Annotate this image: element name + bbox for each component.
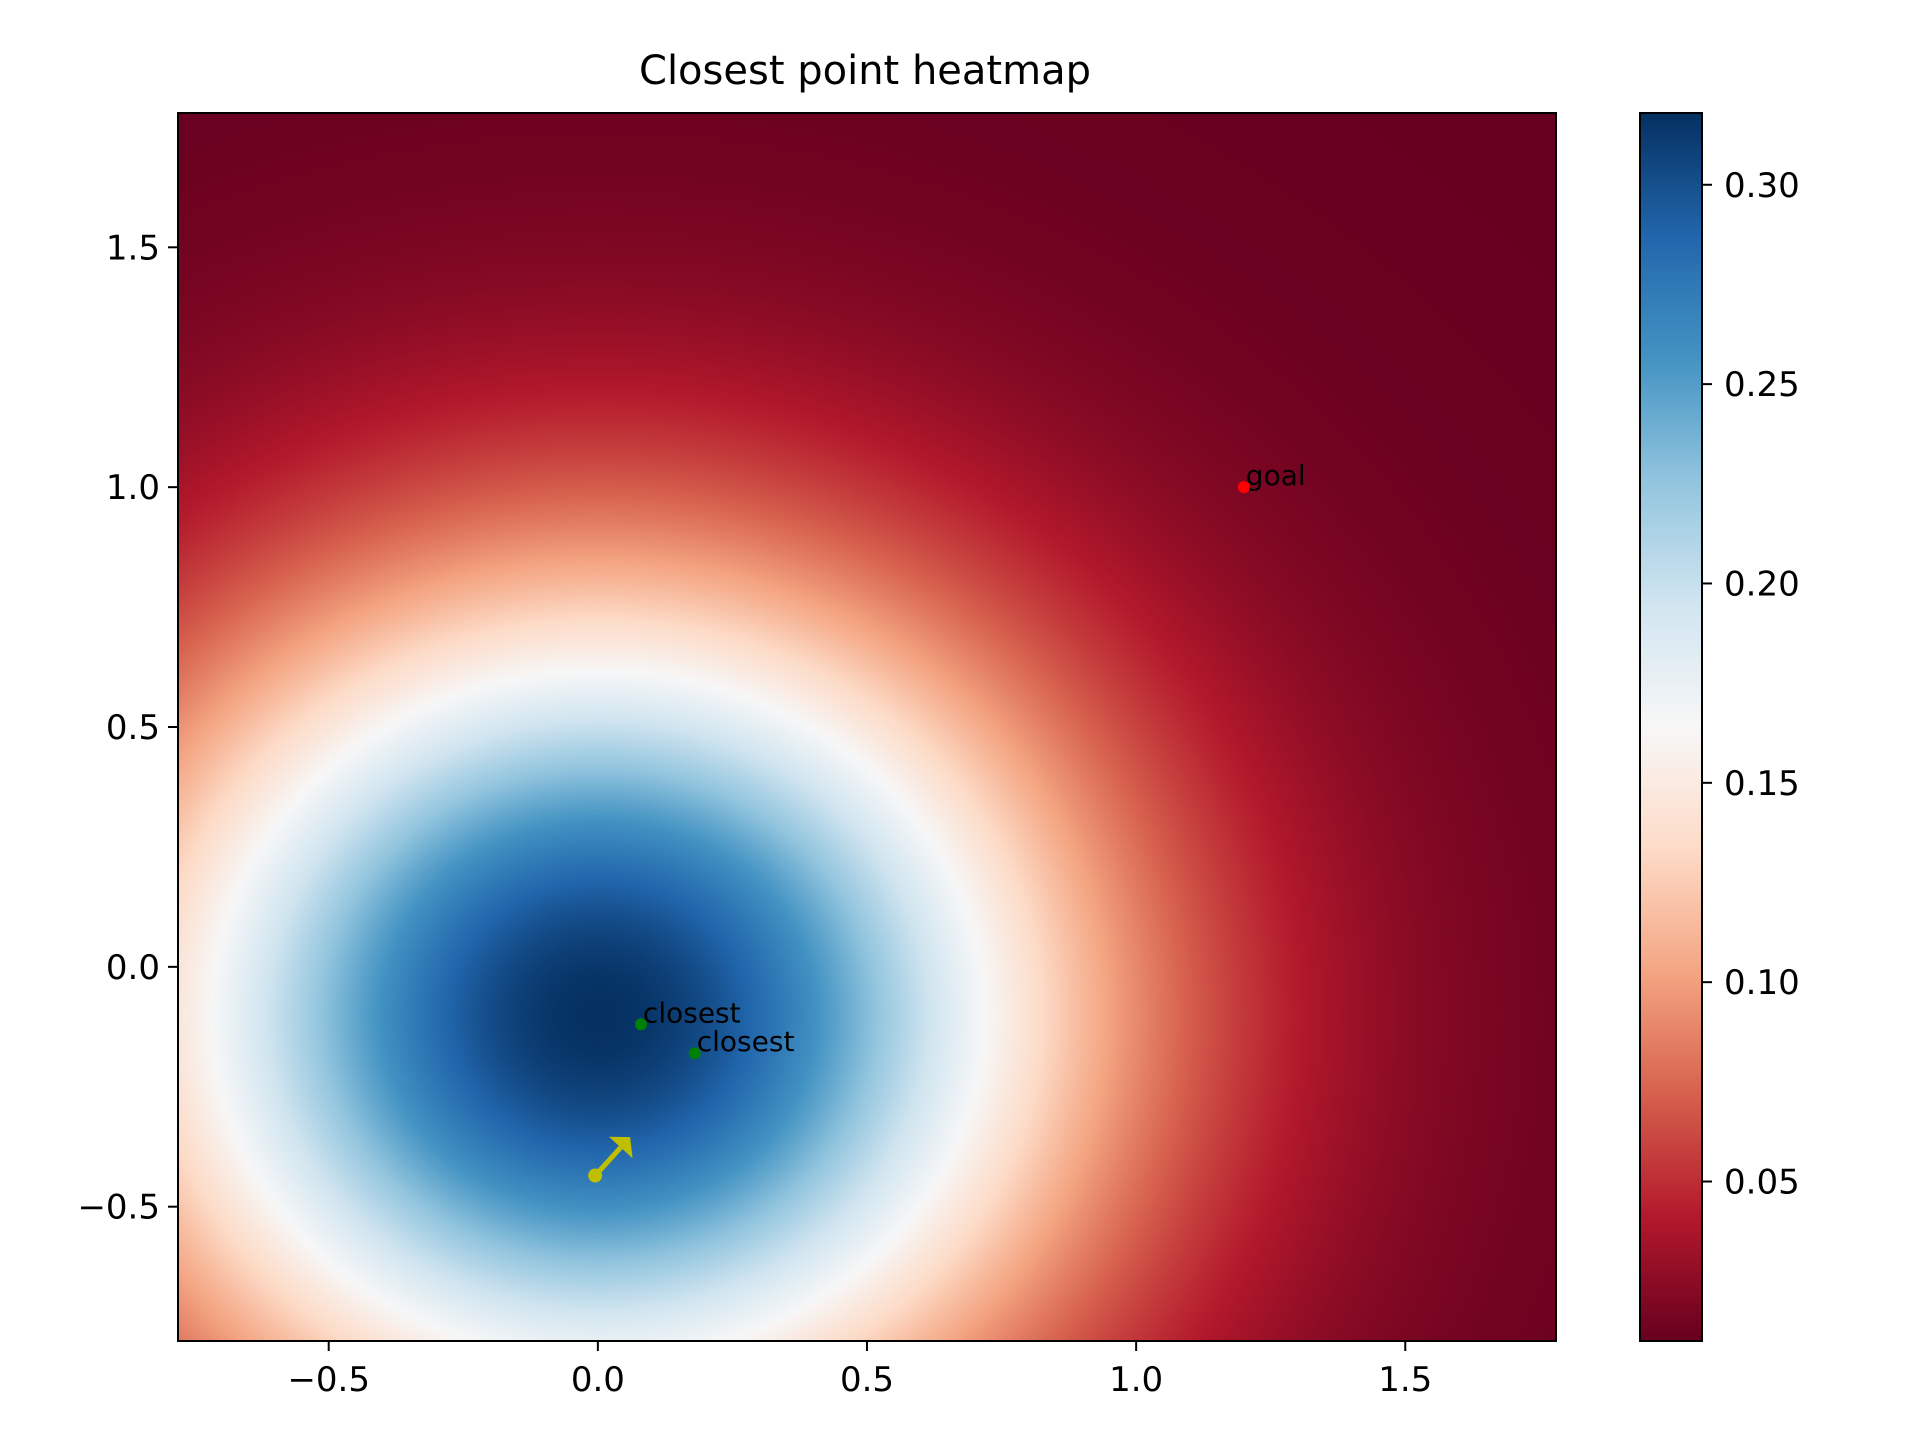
colorbar-tick-label: 0.30: [1724, 166, 1800, 206]
x-axis: −0.5 0.0 0.5 1.0 1.5: [287, 1341, 1432, 1400]
y-tick-label: 1.0: [106, 468, 160, 508]
y-axis: −0.5 0.0 0.5 1.0 1.5: [77, 228, 178, 1228]
colorbar-tick-label: 0.20: [1724, 564, 1800, 604]
y-tick-label: 1.5: [106, 228, 160, 268]
closest-label: closest: [697, 1025, 795, 1058]
x-tick-label: 1.0: [1109, 1360, 1163, 1400]
x-tick-label: 0.0: [571, 1360, 625, 1400]
y-tick-label: 0.0: [106, 948, 160, 988]
colorbar-tick-label: 0.25: [1724, 365, 1800, 405]
colorbar: [1639, 112, 1703, 1342]
y-tick-label: −0.5: [77, 1188, 160, 1228]
colorbar-tick-label: 0.10: [1724, 963, 1800, 1003]
heatmap-area-wrapper: [178, 113, 1556, 1341]
closest-label: closest: [643, 996, 741, 1029]
colorbar-tick-label: 0.15: [1724, 764, 1800, 804]
goal-label: goal: [1246, 459, 1306, 492]
agent-point: [588, 1168, 603, 1183]
agent-arrow-head: [608, 1136, 633, 1159]
x-tick-label: 1.5: [1378, 1360, 1432, 1400]
colorbar-axis: 0.05 0.10 0.15 0.20 0.25 0.30: [1702, 166, 1800, 1203]
goal-point: [1237, 481, 1250, 494]
closest-point: [634, 1018, 647, 1031]
colorbar-tick-label: 0.05: [1724, 1163, 1800, 1203]
closest-point: [688, 1047, 701, 1060]
x-tick-label: 0.5: [840, 1360, 894, 1400]
x-tick-label: −0.5: [287, 1360, 370, 1400]
heatmap-field: [178, 113, 1556, 1341]
y-tick-label: 0.5: [106, 708, 160, 748]
chart-title: Closest point heatmap: [639, 48, 1091, 94]
